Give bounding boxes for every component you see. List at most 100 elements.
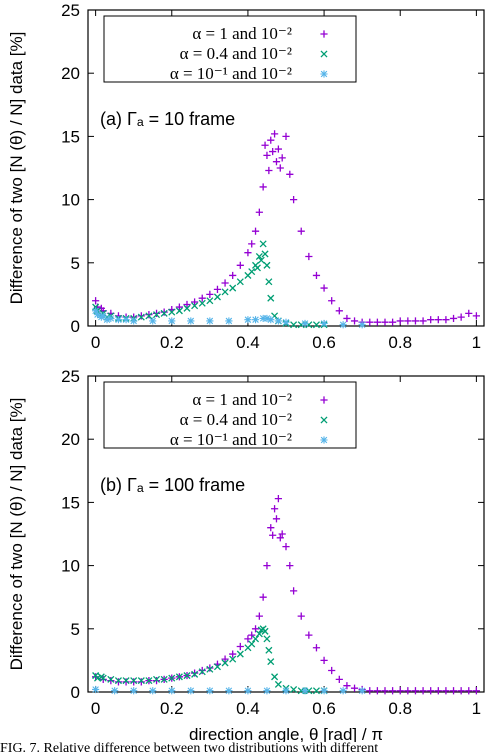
x-tick-label: 0: [91, 333, 100, 352]
data-point: [198, 668, 206, 676]
data-point: [276, 534, 284, 542]
data-point: [282, 687, 290, 695]
data-point: [267, 524, 275, 532]
data-point: [137, 313, 145, 321]
series-3: [92, 685, 366, 695]
data-point: [274, 680, 282, 688]
data-point: [297, 612, 305, 620]
data-point: [396, 317, 404, 325]
y-tick-label: 15: [61, 127, 80, 146]
data-point: [404, 317, 412, 325]
data-point: [225, 687, 233, 695]
panel-annotation: (b) Γₐ = 100 frame: [100, 475, 245, 495]
series-2: [92, 625, 328, 695]
data-point: [259, 593, 267, 601]
data-point: [350, 684, 359, 692]
data-point: [411, 317, 420, 325]
y-tick-label: 0: [71, 683, 80, 702]
data-point: [261, 250, 269, 258]
data-point: [472, 312, 480, 320]
data-point: [168, 308, 176, 316]
data-point: [175, 673, 183, 681]
y-axis-label: Difference of two [N (θ) / N] data [%]: [7, 32, 26, 305]
data-point: [343, 682, 351, 690]
data-point: [255, 208, 263, 216]
x-tick-label: 1: [472, 699, 481, 718]
data-point: [221, 279, 229, 287]
data-point: [107, 675, 115, 683]
data-point: [373, 687, 381, 695]
data-point: [270, 505, 279, 513]
data-point: [286, 562, 294, 570]
data-point: [257, 626, 265, 634]
data-point: [244, 635, 252, 643]
legend-entry-1: α = 1 and 10⁻²: [192, 24, 292, 43]
legend-entry-3: α = 10⁻¹ and 10⁻²: [170, 430, 292, 449]
data-point: [206, 290, 214, 298]
data-point: [267, 658, 275, 666]
data-point: [198, 294, 206, 302]
data-point: [111, 687, 119, 695]
data-point: [191, 302, 199, 310]
data-point: [411, 687, 420, 695]
data-point: [253, 264, 261, 272]
data-point: [198, 299, 206, 307]
data-point: [130, 678, 138, 686]
data-point: [274, 145, 282, 153]
data-point: [97, 673, 105, 681]
data-point: [107, 677, 115, 685]
data-point: [265, 166, 273, 175]
data-point: [263, 687, 271, 695]
data-point: [183, 672, 191, 680]
data-point: [92, 307, 100, 315]
data-point: [259, 240, 267, 248]
data-point: [160, 308, 168, 316]
series-1: [92, 130, 480, 326]
data-point: [282, 318, 290, 326]
data-point: [191, 670, 199, 678]
data-point: [389, 687, 397, 695]
data-point: [339, 321, 347, 329]
data-point: [114, 677, 122, 685]
data-point: [297, 321, 305, 329]
data-point: [335, 307, 343, 315]
data-point: [263, 261, 271, 269]
data-point: [236, 261, 244, 269]
data-point: [343, 314, 351, 323]
data-point: [265, 646, 273, 654]
data-point: [263, 635, 271, 643]
figure-caption: FIG. 7. Relative difference between two …: [0, 742, 379, 756]
data-point: [427, 687, 435, 695]
data-point: [93, 311, 102, 319]
data-point: [255, 630, 263, 638]
data-point: [381, 318, 389, 326]
data-point: [255, 252, 263, 260]
data-point: [137, 312, 145, 320]
data-point: [206, 664, 214, 672]
data-point: [187, 317, 195, 325]
data-point: [130, 677, 138, 685]
data-point: [229, 284, 237, 292]
y-tick-label: 5: [71, 254, 80, 273]
data-point: [404, 687, 412, 695]
data-point: [103, 316, 111, 324]
data-point: [152, 309, 161, 317]
data-point: [160, 675, 168, 683]
data-point: [206, 317, 214, 325]
data-point: [305, 321, 313, 329]
y-axis-label: Difference of two [N (θ) / N] data [%]: [7, 398, 26, 671]
data-point: [335, 675, 343, 683]
data-point: [419, 317, 427, 325]
data-point: [272, 515, 281, 523]
legend-marker: [320, 436, 328, 444]
data-point: [339, 687, 347, 695]
data-point: [290, 685, 298, 693]
data-point: [457, 687, 465, 695]
data-point: [269, 531, 277, 539]
y-tick-label: 0: [71, 317, 80, 336]
legend-marker: [320, 416, 328, 424]
x-tick-label: 1: [472, 333, 481, 352]
x-axis-label: direction angle, θ [rad] / π: [189, 725, 383, 742]
panel-a: 0 5 10 15 20 25 0 0.2 0.4 0.6 0.8 1 Difference of tw…: [7, 1, 485, 352]
